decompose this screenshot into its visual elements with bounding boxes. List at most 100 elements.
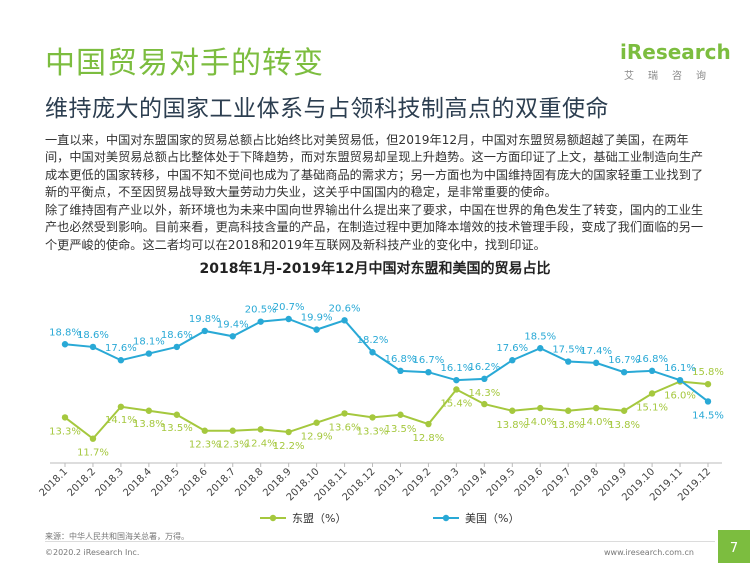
data-point (341, 317, 348, 324)
data-label: 13.8% (552, 420, 584, 431)
data-label: 16.2% (468, 362, 500, 373)
legend-label: 美国（%） (465, 512, 519, 525)
data-point (537, 345, 544, 352)
data-label: 15.8% (692, 367, 724, 378)
data-label: 16.7% (413, 355, 445, 366)
legend-label: 东盟（%） (292, 512, 346, 525)
data-point (648, 390, 656, 397)
data-label: 18.6% (161, 330, 193, 341)
data-label: 19.9% (301, 313, 333, 324)
data-label: 13.8% (133, 419, 165, 430)
data-point (592, 359, 600, 367)
data-point (117, 403, 125, 410)
footer-copyright: ©2020.2 iResearch Inc. (45, 548, 140, 557)
data-point (369, 349, 376, 356)
page-title: 中国贸易对手的转变 (45, 46, 324, 81)
data-label: 13.5% (385, 424, 417, 435)
footer-divider (45, 541, 715, 542)
data-point (620, 368, 628, 376)
footer-url: www.iresearch.com.cn (604, 548, 694, 557)
footer-source: 来源：中华人民共和国海关总署，万得。 (45, 532, 189, 541)
data-point (369, 414, 376, 421)
data-point (201, 327, 208, 335)
x-tick-label: 2019.5 (485, 466, 518, 499)
x-tick-label: 2019.8 (569, 466, 602, 499)
iresearch-logo: iResearch 艾瑞咨询 (620, 40, 731, 84)
data-label: 14.0% (580, 417, 612, 428)
data-point (648, 367, 656, 375)
data-point (173, 411, 181, 418)
data-label: 12.9% (301, 432, 333, 443)
data-point (257, 318, 264, 325)
data-label: 12.4% (245, 438, 277, 449)
data-point (481, 375, 488, 383)
data-label: 15.1% (636, 402, 668, 413)
legend-marker (269, 514, 277, 522)
x-tick-label: 2019.2 (401, 466, 434, 499)
data-point (229, 427, 236, 434)
data-label: 16.7% (608, 355, 640, 366)
data-label: 11.7% (77, 448, 109, 459)
data-label: 12.3% (189, 440, 221, 451)
page-number: 7 (718, 530, 750, 563)
data-point (425, 420, 432, 428)
data-label: 16.1% (664, 363, 696, 374)
data-point (565, 407, 572, 414)
data-label: 17.5% (552, 345, 584, 356)
data-point (61, 414, 69, 421)
x-tick-label: 2018.3 (94, 466, 127, 499)
data-point (397, 411, 404, 418)
data-label: 20.5% (245, 305, 277, 316)
x-tick-label: 2018.7 (205, 466, 238, 499)
data-point (453, 386, 460, 393)
data-point (89, 435, 97, 442)
data-label: 13.6% (329, 422, 361, 433)
data-label: 16.8% (385, 354, 417, 365)
line-chart: 2018.12018.22018.32018.42018.52018.62018… (38, 302, 724, 525)
data-label: 13.8% (608, 420, 640, 431)
data-point (61, 341, 69, 348)
data-label: 17.4% (580, 346, 612, 357)
data-point (704, 398, 712, 405)
data-point (453, 376, 460, 384)
data-label: 19.4% (217, 319, 249, 330)
data-point (509, 357, 516, 364)
series-line-1 (64, 317, 709, 403)
data-point (145, 350, 153, 357)
data-label: 18.5% (524, 331, 556, 342)
data-point (117, 357, 125, 364)
data-point (425, 368, 432, 376)
data-point (704, 380, 712, 388)
data-point (145, 407, 153, 414)
x-tick-label: 2018.4 (121, 466, 154, 499)
data-point (285, 428, 292, 436)
data-point (313, 419, 320, 426)
x-tick-label: 2018.2 (66, 466, 99, 499)
data-label: 18.6% (77, 330, 109, 341)
data-label: 13.3% (49, 426, 81, 437)
data-point (676, 376, 684, 384)
data-point (285, 315, 292, 323)
data-point (229, 333, 236, 340)
data-point (89, 343, 97, 351)
data-label: 20.6% (329, 303, 361, 314)
data-point (341, 410, 348, 417)
data-point (257, 426, 264, 433)
data-label: 13.3% (357, 426, 389, 437)
data-label: 17.6% (105, 343, 137, 354)
data-point (537, 404, 544, 412)
chart-title: 2018年1月-2019年12月中国对东盟和美国的贸易占比 (199, 261, 551, 277)
data-label: 20.7% (273, 302, 305, 313)
x-tick-label: 2019.1 (373, 466, 406, 499)
data-label: 13.5% (161, 423, 193, 434)
logo-subtext: 艾瑞咨询 (624, 71, 720, 82)
x-tick-label: 2018.1 (38, 466, 71, 499)
x-tick-label: 2018.5 (149, 466, 182, 499)
x-tick-label: 2019.4 (457, 466, 490, 499)
data-label: 12.2% (273, 441, 305, 452)
x-tick-label: 2019.7 (541, 466, 574, 499)
data-label: 13.8% (496, 420, 528, 431)
x-tick-label: 2018.6 (177, 466, 210, 499)
data-point (481, 400, 488, 408)
data-label: 17.6% (496, 343, 528, 354)
